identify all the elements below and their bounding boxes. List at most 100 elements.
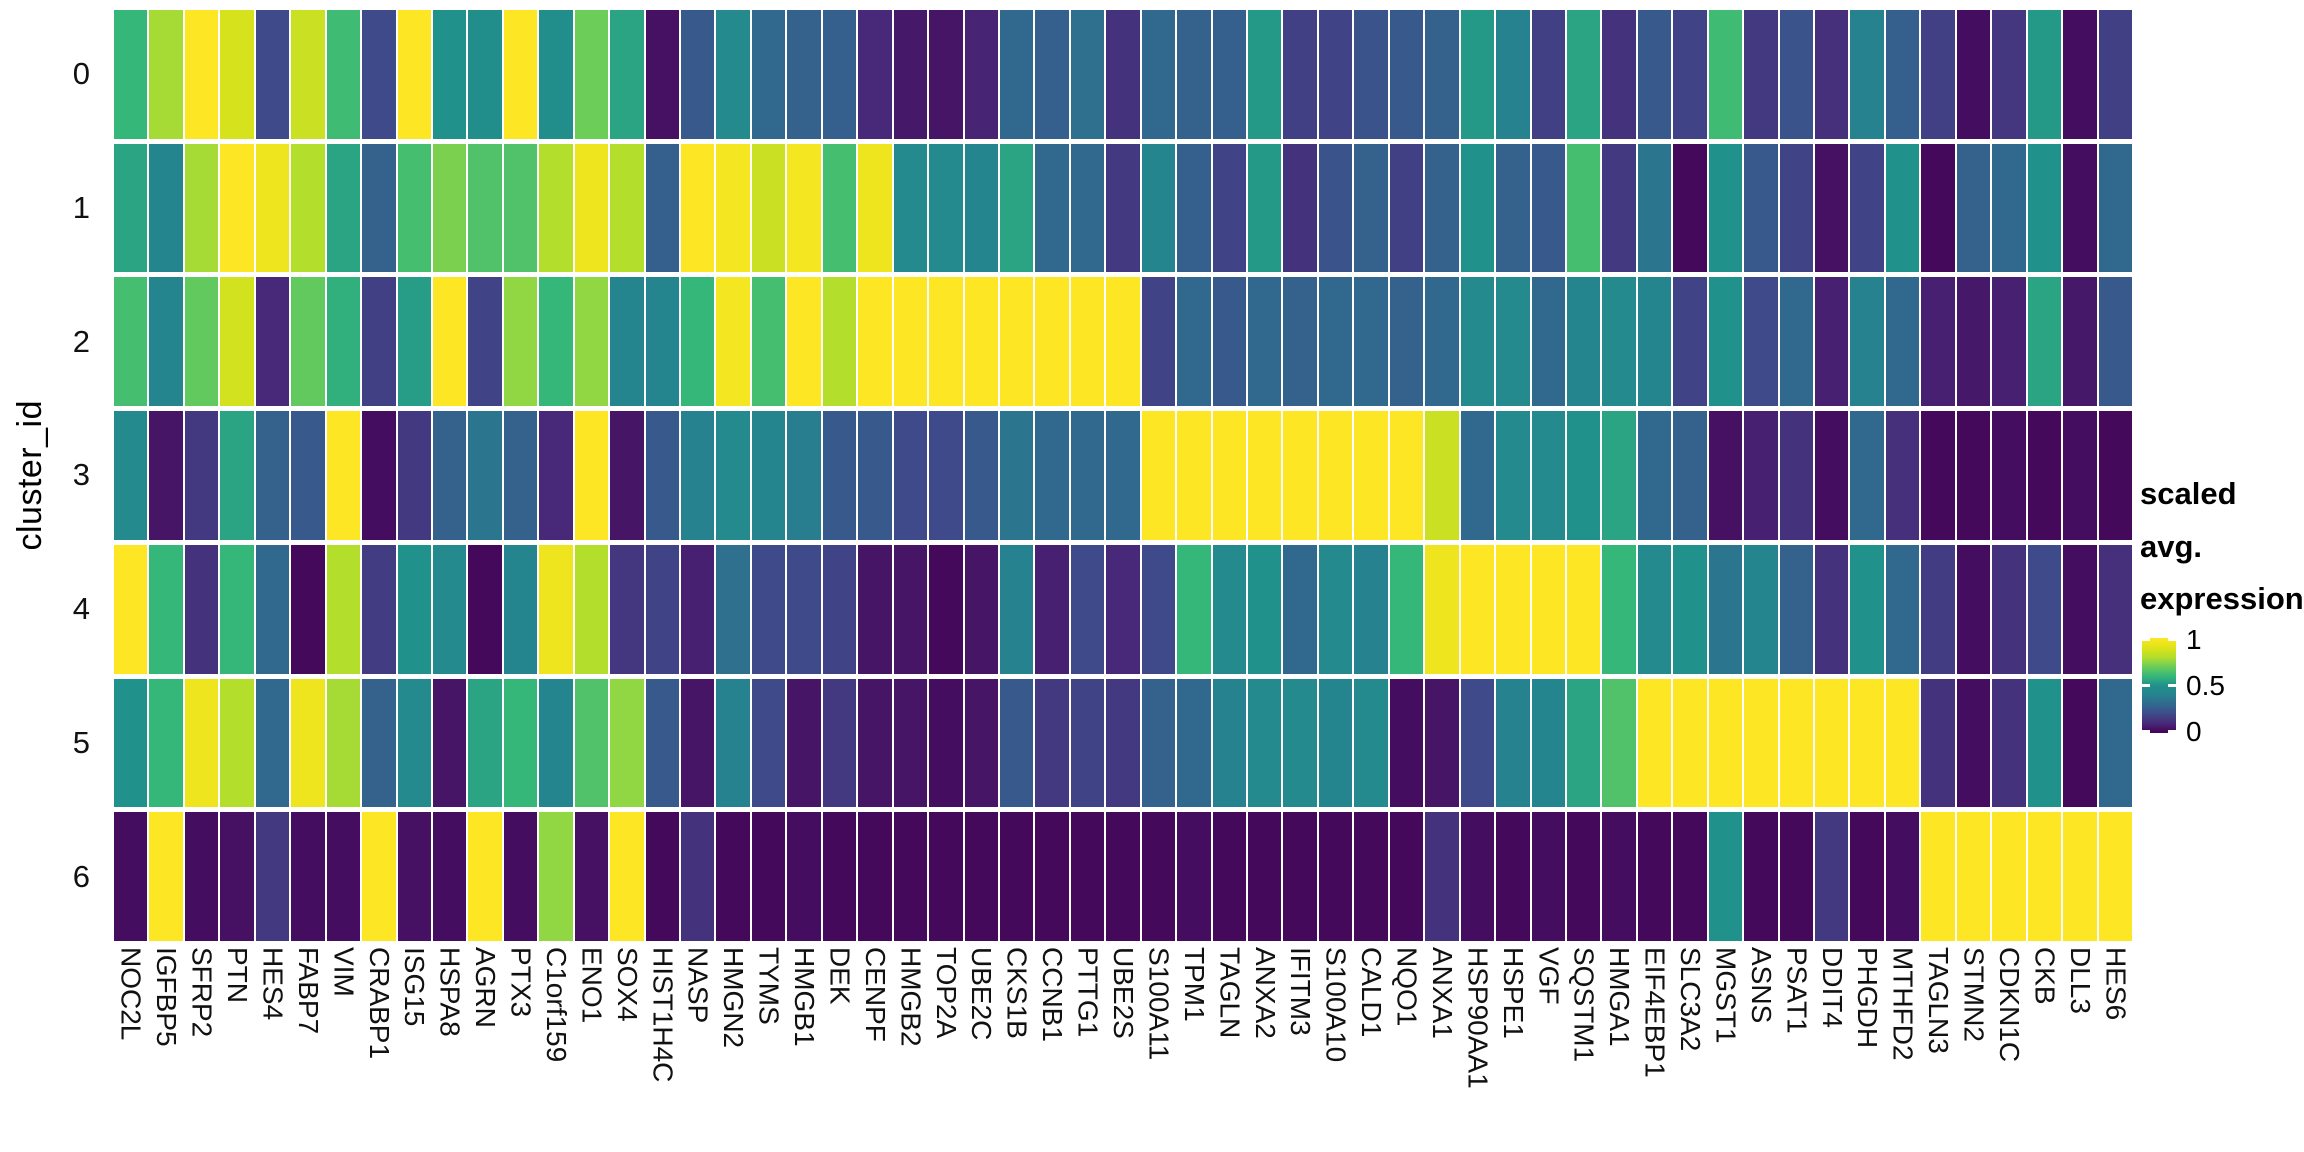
heatmap-cell-cluster0-CDKN1C — [1992, 10, 2026, 139]
heatmap-cell-cluster5-HMGA1 — [1602, 678, 1636, 808]
heatmap-cell-cluster4-TAGLN3 — [1921, 544, 1955, 674]
heatmap-cell-cluster5-SOX4 — [610, 678, 644, 808]
heatmap-cell-cluster5-HSPE1 — [1496, 678, 1530, 808]
heatmap-cell-cluster6-CCNB1 — [1035, 812, 1069, 941]
heatmap-cell-cluster3-SQSTM1 — [1566, 411, 1601, 540]
heatmap-cell-cluster6-NOC2L — [114, 812, 148, 941]
heatmap-cell-cluster6-UBE2S — [1106, 812, 1140, 941]
heatmap-cell-cluster3-ASNS — [1744, 411, 1778, 540]
heatmap-cell-cluster3-TYMS — [751, 411, 786, 540]
heatmap-cell-cluster0-HIST1H4C — [645, 10, 680, 139]
heatmap-cell-cluster2-IGFBP5 — [149, 277, 183, 407]
heatmap-cell-cluster4-HIST1H4C — [645, 544, 680, 674]
heatmap-cell-cluster2-EIF4EBP1 — [1637, 277, 1672, 407]
gene-label-text: CRABP1 — [363, 947, 395, 1060]
heatmap-cell-cluster3-PTTG1 — [1070, 411, 1105, 540]
row-label-cluster-0: 0 — [72, 56, 90, 92]
gene-label-HES4: HES4 — [256, 947, 289, 1147]
heatmap-cell-cluster4-CKB — [2027, 544, 2062, 674]
legend-tick-1-left — [2142, 638, 2150, 642]
gene-label-text: CCNB1 — [1037, 947, 1069, 1042]
gene-label-text: PSAT1 — [1781, 947, 1813, 1034]
heatmap-cell-cluster0-ANXA2 — [1248, 10, 1282, 139]
heatmap-cell-cluster0-MGST1 — [1708, 10, 1743, 139]
heatmap-cell-cluster4-MGST1 — [1708, 544, 1743, 674]
heatmap-cell-cluster2-VIM — [326, 277, 361, 407]
heatmap-cell-cluster0-SQSTM1 — [1566, 10, 1601, 139]
heatmap-cell-cluster4-NASP — [681, 544, 715, 674]
gene-label-text: TPM1 — [1178, 947, 1210, 1022]
heatmap-cell-cluster4-DDIT4 — [1815, 544, 1849, 674]
heatmap-cell-cluster2-CCNB1 — [1035, 277, 1069, 407]
heatmap-cell-cluster1-CKB — [2027, 143, 2062, 273]
heatmap-cell-cluster1-HES4 — [255, 143, 290, 273]
heatmap-cell-cluster5-PTN — [220, 678, 254, 808]
heatmap-cell-cluster4-PTN — [220, 544, 254, 674]
heatmap-cell-cluster4-C1orf159 — [539, 544, 573, 674]
heatmap-cell-cluster6-PTX3 — [503, 812, 538, 941]
heatmap-cell-cluster1-PTN — [220, 143, 254, 273]
heatmap-cell-cluster0-HMGA1 — [1602, 10, 1636, 139]
heatmap-cell-cluster4-ASNS — [1744, 544, 1778, 674]
heatmap-cell-cluster4-IGFBP5 — [149, 544, 183, 674]
heatmap-cell-cluster1-ANXA1 — [1425, 143, 1459, 273]
heatmap-cell-cluster3-HSPA8 — [432, 411, 467, 540]
heatmap-cell-cluster4-HMGN2 — [716, 544, 750, 674]
heatmap-cell-cluster2-S100A11 — [1141, 277, 1176, 407]
gene-label-CCNB1: CCNB1 — [1035, 947, 1068, 1147]
gene-label-VIM: VIM — [327, 947, 360, 1147]
gene-label-HSPA8: HSPA8 — [433, 947, 466, 1147]
heatmap-cell-cluster1-MTHFD2 — [1885, 143, 1920, 273]
heatmap-cell-cluster1-IGFBP5 — [149, 143, 183, 273]
gene-label-TYMS: TYMS — [752, 947, 785, 1147]
gene-label-text: S100A10 — [1320, 947, 1352, 1063]
heatmap-cell-cluster1-AGRN — [468, 143, 502, 273]
heatmap-cell-cluster5-NQO1 — [1389, 678, 1424, 808]
heatmap-cell-cluster1-CALD1 — [1354, 143, 1388, 273]
heatmap-cell-cluster0-ANXA1 — [1425, 10, 1459, 139]
gene-label-MTHFD2: MTHFD2 — [1886, 947, 1919, 1147]
heatmap-cell-cluster0-HSPE1 — [1496, 10, 1530, 139]
heatmap-cell-cluster0-HMGB1 — [787, 10, 821, 139]
row-label-cluster-1: 1 — [72, 190, 90, 226]
heatmap-cell-cluster2-CRABP1 — [362, 277, 396, 407]
heatmap-cell-cluster0-TPM1 — [1177, 10, 1211, 139]
heatmap-cell-cluster6-SFRP2 — [184, 812, 219, 941]
heatmap-cell-cluster0-UBE2S — [1106, 10, 1140, 139]
heatmap-cell-cluster6-TAGLN3 — [1921, 812, 1955, 941]
heatmap-cell-cluster2-MTHFD2 — [1885, 277, 1920, 407]
heatmap-cell-cluster0-IGFBP5 — [149, 10, 183, 139]
heatmap-cell-cluster5-CALD1 — [1354, 678, 1388, 808]
heatmap-cell-cluster2-CENPF — [858, 277, 892, 407]
heatmap-cell-cluster6-STMN2 — [1956, 812, 1991, 941]
heatmap-cell-cluster1-SLC3A2 — [1673, 143, 1707, 273]
legend-tick-label-0: 0 — [2186, 715, 2202, 747]
heatmap-cell-cluster6-CKS1B — [999, 812, 1034, 941]
heatmap-cell-cluster1-HES6 — [2098, 143, 2132, 273]
heatmap-cell-cluster1-ANXA2 — [1248, 143, 1282, 273]
gene-label-IGFBP5: IGFBP5 — [149, 947, 182, 1147]
heatmap-cell-cluster3-HSP90AA1 — [1460, 411, 1495, 540]
heatmap-cell-cluster2-ASNS — [1744, 277, 1778, 407]
heatmap-cell-cluster1-CKS1B — [999, 143, 1034, 273]
heatmap-cell-cluster6-AGRN — [468, 812, 502, 941]
heatmap-cell-cluster0-ISG15 — [397, 10, 431, 139]
heatmap-cell-cluster5-ASNS — [1744, 678, 1778, 808]
heatmap-cell-cluster2-HMGB2 — [893, 277, 928, 407]
heatmap-cell-cluster1-CCNB1 — [1035, 143, 1069, 273]
gene-label-ENO1: ENO1 — [575, 947, 608, 1147]
gene-label-text: MTHFD2 — [1887, 947, 1919, 1061]
heatmap-cell-cluster2-CKB — [2027, 277, 2062, 407]
heatmap-cell-cluster1-TYMS — [751, 143, 786, 273]
heatmap-cell-cluster1-CENPF — [858, 143, 892, 273]
gene-label-text: FABP7 — [292, 947, 324, 1035]
gene-label-HMGB1: HMGB1 — [787, 947, 820, 1147]
heatmap-cell-cluster1-HMGA1 — [1602, 143, 1636, 273]
heatmap-cell-cluster4-MTHFD2 — [1885, 544, 1920, 674]
row-label-cluster-5: 5 — [72, 724, 90, 760]
heatmap-cell-cluster4-TAGLN — [1212, 544, 1247, 674]
gene-label-SFRP2: SFRP2 — [185, 947, 218, 1147]
row-label-cluster-2: 2 — [72, 323, 90, 359]
gene-label-NASP: NASP — [681, 947, 714, 1147]
heatmap-cell-cluster6-SQSTM1 — [1566, 812, 1601, 941]
